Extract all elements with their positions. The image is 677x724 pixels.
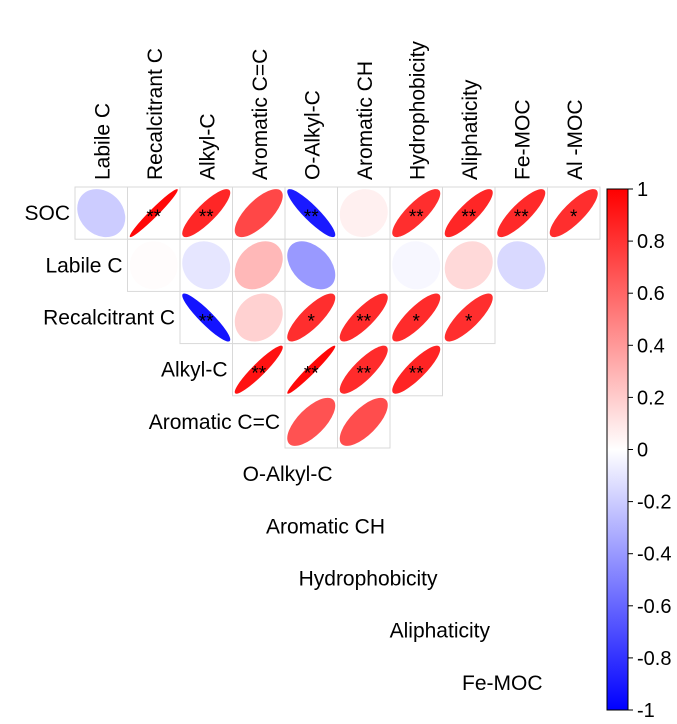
correlation-ellipse	[339, 293, 388, 342]
significance-marker: **	[356, 312, 371, 333]
colorbar-tick-label: -0.6	[637, 596, 671, 618]
colorbar-tick-label: 1	[637, 179, 648, 201]
correlation-ellipse	[182, 293, 231, 342]
row-label: Recalcitrant C	[43, 307, 175, 330]
grid-cell	[337, 395, 391, 449]
row-label: Fe-MOC	[462, 672, 543, 695]
significance-marker: *	[308, 312, 316, 333]
correlation-ellipse	[339, 241, 388, 290]
correlation-ellipse	[444, 241, 493, 290]
correlation-ellipse	[339, 397, 388, 446]
row-label: Alkyl-C	[161, 359, 228, 382]
correlation-ellipse	[129, 241, 178, 290]
correlation-ellipse	[234, 293, 283, 342]
row-labels: SOC Labile C Recalcitrant C Alkyl-C Aromatic…	[24, 202, 542, 695]
column-label: O-Alkyl-C	[301, 90, 324, 180]
column-label: Labile C	[91, 103, 114, 180]
correlation-ellipse	[497, 189, 546, 238]
correlation-ellipse	[234, 345, 283, 394]
correlation-ellipse	[444, 293, 493, 342]
correlation-ellipse	[444, 189, 493, 238]
significance-marker: *	[570, 207, 578, 228]
column-label: Recalcitrant C	[144, 48, 167, 180]
significance-marker: **	[514, 207, 529, 228]
cell-grid	[74, 186, 601, 449]
column-label: Aromatic C=C	[249, 49, 272, 180]
significance-marker: **	[199, 312, 214, 333]
correlation-ellipse	[287, 397, 336, 446]
colorbar-tick-label: -0.2	[637, 492, 671, 514]
colorbar-tick-label: 0.8	[637, 231, 665, 253]
correlation-ellipse	[497, 241, 546, 290]
correlation-ellipse	[287, 189, 336, 238]
correlation-ellipse	[392, 345, 441, 394]
correlation-ellipse	[287, 241, 336, 290]
significance-marker: **	[409, 364, 424, 385]
correlation-ellipse	[287, 345, 336, 394]
colorbar-tick-label: 0.2	[637, 387, 665, 409]
colorbar-tick-label: 0.6	[637, 283, 665, 305]
correlation-ellipses	[77, 189, 598, 446]
grid-cell	[494, 238, 548, 292]
colorbar-tick-label: 0	[637, 440, 648, 462]
row-label: Aromatic CH	[266, 515, 385, 538]
column-label: Aromatic CH	[354, 61, 377, 180]
colorbar-gradient	[606, 188, 629, 711]
significance-marker: **	[199, 207, 214, 228]
significance-marker: **	[409, 207, 424, 228]
colorbar-tick-label: -1	[637, 700, 655, 722]
grid-cell	[442, 290, 496, 345]
row-label: Aliphaticity	[390, 620, 491, 643]
significance-marker: **	[304, 364, 319, 385]
row-label: SOC	[24, 202, 70, 225]
correlation-ellipse	[129, 189, 178, 238]
grid-cell	[547, 186, 601, 240]
significance-markers: ** ** ** ** ** ** *** * ** * *** ** ** **	[146, 207, 578, 385]
correlation-ellipse	[392, 241, 441, 290]
column-labels: Labile C Recalcitrant C Alkyl-C Aromatic C=…	[91, 41, 587, 180]
correlation-ellipse	[339, 345, 388, 394]
significance-marker: **	[146, 207, 161, 228]
colorbar: 1 0.8 0.6 0.4 0.2 0 -0.2 -0.4 -0.6 -0.8 -1	[606, 179, 671, 722]
correlation-ellipse	[549, 189, 598, 238]
significance-marker: **	[356, 364, 371, 385]
correlation-ellipse	[182, 241, 231, 290]
correlation-ellipse	[182, 189, 231, 238]
correlation-ellipse	[77, 189, 126, 238]
significance-marker: *	[465, 312, 473, 333]
row-label: Aromatic C=C	[149, 411, 280, 434]
colorbar-tick-label: 0.4	[637, 335, 665, 357]
correlation-ellipse	[392, 293, 441, 342]
colorbar-tick-label: -0.4	[637, 544, 671, 566]
column-label: Hydrophobicity	[406, 41, 429, 180]
column-label: Aliphaticity	[459, 79, 482, 180]
significance-marker: *	[413, 312, 421, 333]
row-label: O-Alkyl-C	[243, 463, 333, 486]
column-label: Alkyl-C	[196, 114, 219, 181]
grid-cell	[389, 343, 443, 397]
correlation-ellipse	[234, 189, 283, 238]
correlation-ellipse	[339, 189, 388, 238]
correlation-ellipse	[287, 293, 336, 342]
significance-marker: **	[304, 207, 319, 228]
row-label: Hydrophobicity	[299, 568, 438, 591]
column-label: Al -MOC	[564, 100, 587, 181]
significance-marker: **	[461, 207, 476, 228]
row-label: Labile C	[45, 254, 122, 277]
correlation-ellipse	[234, 241, 283, 290]
column-label: Fe-MOC	[511, 100, 534, 181]
correlation-ellipse	[392, 189, 441, 238]
colorbar-tick-label: -0.8	[637, 648, 671, 670]
significance-marker: **	[251, 364, 266, 385]
